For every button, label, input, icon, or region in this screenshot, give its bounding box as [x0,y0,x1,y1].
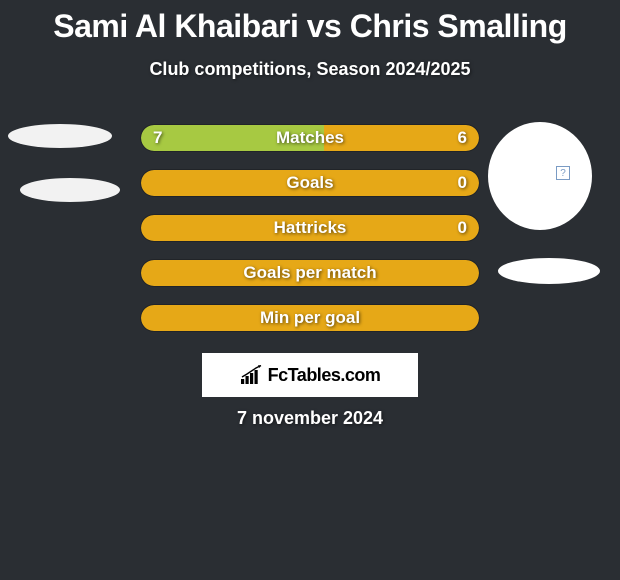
player-avatar-right: ? [488,122,592,230]
brand-badge: FcTables.com [202,353,418,397]
stats-container: Matches76Goals0Hattricks0Goals per match… [140,124,480,349]
player-avatar-left [20,178,120,202]
placeholder-icon: ? [556,166,570,180]
stat-row: Matches7 6 [140,124,480,152]
stat-label: Min per goal [141,305,479,331]
stat-label: Matches [141,125,479,151]
stat-value-left: 7 [153,125,162,151]
stat-label: Hattricks [141,215,479,241]
page-subtitle: Club competitions, Season 2024/2025 [0,59,620,80]
brand-chart-icon [240,365,264,385]
stat-row: Min per goal [140,304,480,332]
stat-label: Goals per match [141,260,479,286]
stat-value-right: 0 [458,215,467,241]
player-avatar-right [498,258,600,284]
stat-value-right: 0 [458,170,467,196]
date-label: 7 november 2024 [0,408,620,429]
page-title: Sami Al Khaibari vs Chris Smalling [0,0,620,45]
stat-row: Hattricks0 [140,214,480,242]
brand-text: FcTables.com [268,365,381,386]
stat-value-right: 6 [458,125,467,151]
stat-label: Goals [141,170,479,196]
stat-row: Goals per match [140,259,480,287]
stat-row: Goals0 [140,169,480,197]
player-avatar-left [8,124,112,148]
